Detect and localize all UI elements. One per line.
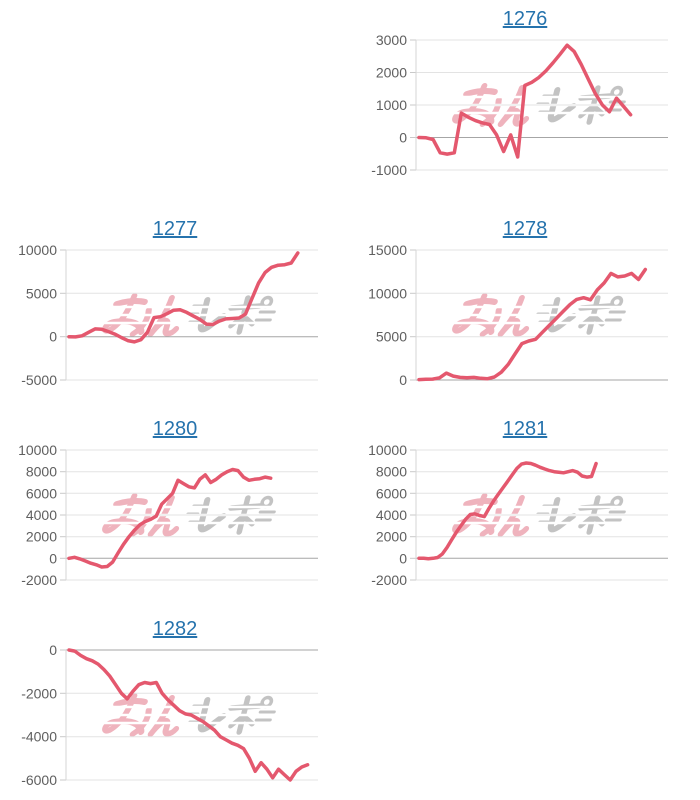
- line-chart-1277: 10000 5000 0 -5000: [0, 242, 350, 402]
- watermark-minrepo-logo: [102, 293, 281, 337]
- y-axis-tick-label: 10000: [368, 285, 407, 301]
- chart-link-1281[interactable]: 1281: [502, 418, 548, 440]
- y-axis-tick-label: 0: [49, 642, 57, 658]
- y-axis-tick-label: 8000: [26, 464, 57, 480]
- y-axis-tick-label: -2000: [21, 685, 57, 701]
- y-axis-tick-label: 2000: [26, 529, 57, 545]
- y-axis-tick-label: 0: [399, 130, 407, 146]
- data-line: [417, 43, 633, 159]
- y-axis-tick-label: 2000: [376, 529, 407, 545]
- data-line: [417, 267, 648, 382]
- chart-link-1276[interactable]: 1276: [502, 8, 548, 30]
- y-axis-tick-label: 6000: [376, 485, 407, 501]
- empty-cell-bottom-right: [350, 610, 700, 800]
- y-axis-tick-label: 4000: [376, 507, 407, 523]
- chart-svg: 3000 2000 1000 0 -1000: [371, 32, 668, 178]
- chart-svg: 10000 5000 0 -5000: [18, 242, 318, 388]
- line-chart-1282: 0 -2000 -4000 -6000: [0, 642, 350, 800]
- chart-svg: 10000 8000 6000 4000 2000 0 -2000: [18, 442, 318, 588]
- chart-link-1277[interactable]: 1277: [152, 218, 198, 240]
- chart-title-row: 1277: [0, 218, 350, 242]
- chart-title-row: 1281: [350, 418, 700, 442]
- y-axis-tick-label: 5000: [376, 329, 407, 345]
- y-axis-tick-label: -4000: [21, 729, 57, 745]
- watermark-minrepo-logo: [452, 293, 631, 337]
- data-line: [417, 461, 598, 561]
- chart-link-1282[interactable]: 1282: [152, 618, 198, 640]
- chart-title-row: 1278: [350, 218, 700, 242]
- chart-cell-1277: 1277 10000 5000 0 -5000: [0, 210, 350, 410]
- chart-link-1278[interactable]: 1278: [502, 218, 548, 240]
- y-axis-tick-label: 0: [399, 372, 407, 388]
- line-chart-1278: 15000 10000 5000 0: [350, 242, 700, 402]
- y-axis-tick-label: 1000: [376, 97, 407, 113]
- chart-title-row: 1280: [0, 418, 350, 442]
- chart-cell-1280: 1280 10000 8000 6000 4000 2000 0 -2000: [0, 410, 350, 610]
- y-axis-tick-label: 0: [49, 329, 57, 345]
- chart-title-row: 1276: [350, 8, 700, 32]
- y-axis-tick-label: 0: [399, 550, 407, 566]
- y-axis-tick-label: 2000: [376, 65, 407, 81]
- data-line: [67, 648, 310, 782]
- y-axis-tick-label: 8000: [376, 464, 407, 480]
- data-line: [67, 467, 273, 569]
- y-axis-tick-label: 10000: [18, 442, 57, 458]
- chart-cell-1281: 1281 10000 8000 6000 4000 2000 0 -2000: [350, 410, 700, 610]
- chart-link-1280[interactable]: 1280: [152, 418, 198, 440]
- y-axis-tick-label: 3000: [376, 32, 407, 48]
- y-axis-tick-label: 10000: [368, 442, 407, 458]
- y-axis-tick-label: -1000: [371, 162, 407, 178]
- chart-svg: 10000 8000 6000 4000 2000 0 -2000: [368, 442, 668, 588]
- y-axis-tick-label: 4000: [26, 507, 57, 523]
- chart-cell-1282: 1282 0 -2000 -4000 -6000: [0, 610, 350, 800]
- y-axis-tick-label: 5000: [26, 285, 57, 301]
- y-axis-tick-label: -6000: [21, 772, 57, 788]
- line-chart-1281: 10000 8000 6000 4000 2000 0 -2000: [350, 442, 700, 602]
- line-chart-1280: 10000 8000 6000 4000 2000 0 -2000: [0, 442, 350, 602]
- chart-title-row: 1282: [0, 618, 350, 642]
- y-axis-tick-label: 6000: [26, 485, 57, 501]
- chart-cell-1278: 1278 15000 10000 5000 0: [350, 210, 700, 410]
- y-axis-tick-label: -2000: [371, 572, 407, 588]
- chart-svg: 0 -2000 -4000 -6000: [21, 642, 318, 788]
- y-axis-tick-label: 0: [49, 550, 57, 566]
- y-axis-tick-label: -5000: [21, 372, 57, 388]
- chart-cell-1276: 1276 3000 2000 1000 0 -1000: [350, 0, 700, 210]
- data-line: [67, 251, 300, 344]
- line-chart-1276: 3000 2000 1000 0 -1000: [350, 32, 700, 192]
- y-axis-tick-label: 10000: [18, 242, 57, 258]
- y-axis-tick-label: 15000: [368, 242, 407, 258]
- chart-svg: 15000 10000 5000 0: [368, 242, 668, 388]
- y-axis-tick-label: -2000: [21, 572, 57, 588]
- empty-cell-top-left: [0, 0, 350, 210]
